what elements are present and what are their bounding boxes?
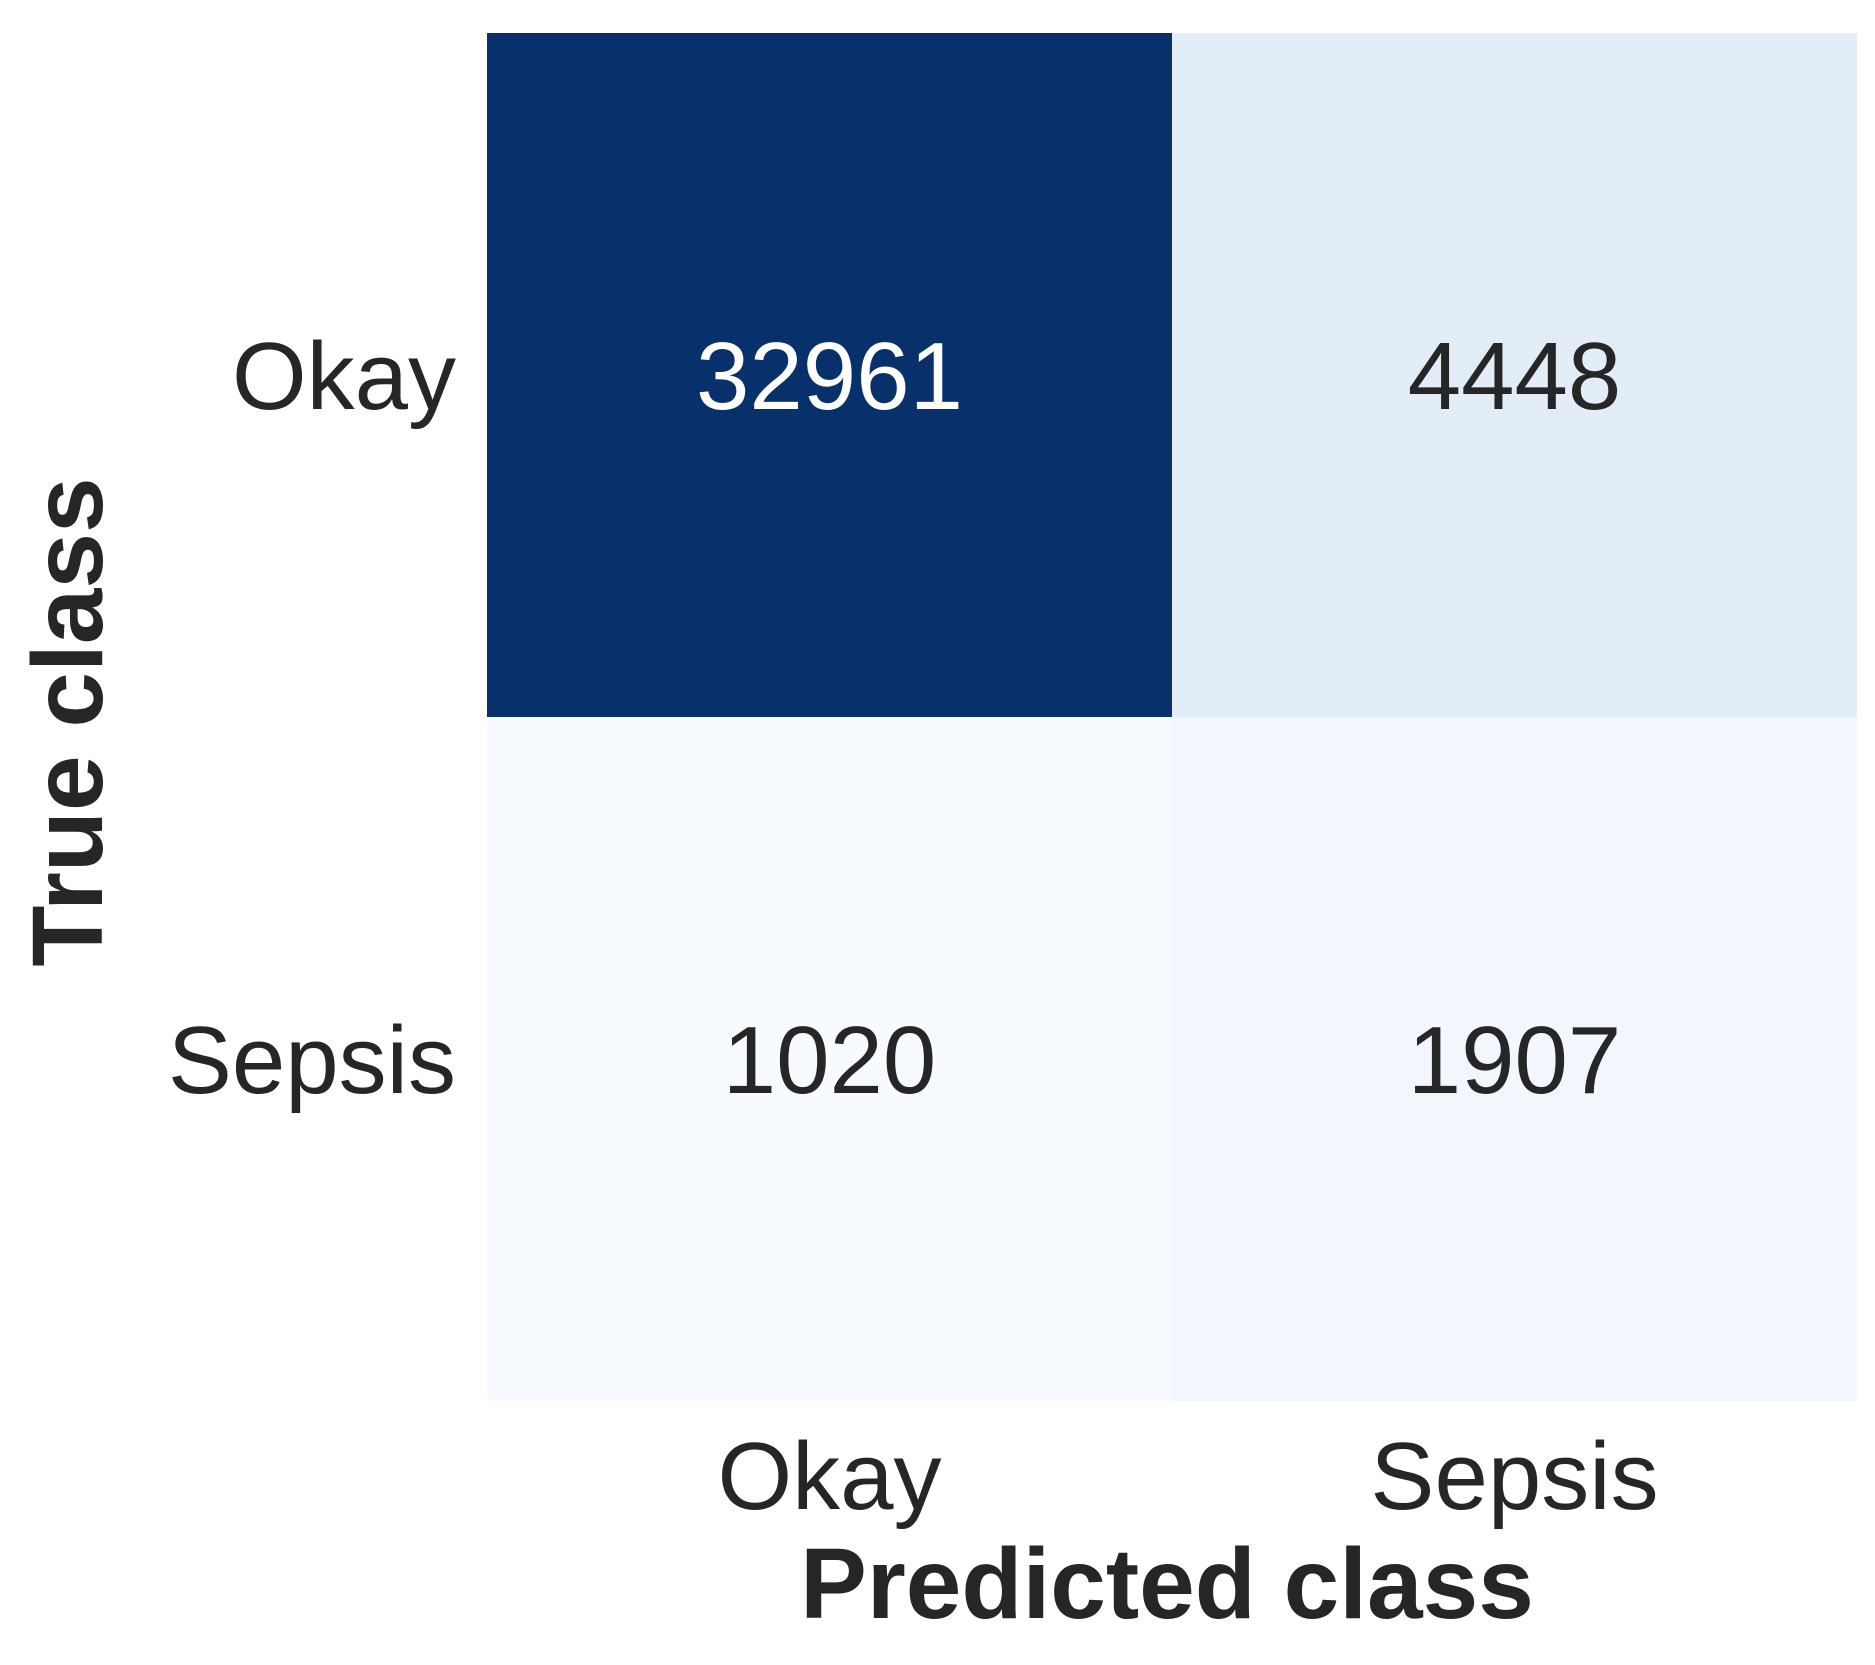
heatmap-cells	[487, 33, 1857, 1401]
x-tick-labels: Okay Sepsis	[717, 1423, 1658, 1530]
x-axis-label: Predicted class	[800, 1528, 1534, 1640]
y-tick-labels: Okay Sepsis	[168, 323, 456, 1114]
heatmap-cell-1-1	[1172, 717, 1857, 1401]
heatmap-cell-0-0	[487, 33, 1172, 717]
y-tick-label-0: Okay	[232, 323, 456, 430]
heatmap-cell-labels: 32961 4448 1020 1907	[696, 323, 1621, 1114]
cell-value-label-1-0: 1020	[723, 1007, 937, 1114]
x-tick-label-0: Okay	[717, 1423, 941, 1530]
cell-value-label-0-0: 32961	[696, 323, 963, 430]
y-axis-label: True class	[12, 477, 124, 966]
cell-value-label-0-1: 4448	[1408, 323, 1622, 430]
y-tick-label-1: Sepsis	[168, 1007, 456, 1114]
x-tick-label-1: Sepsis	[1370, 1423, 1658, 1530]
heatmap-cell-0-1	[1172, 33, 1857, 717]
heatmap-cell-1-0	[487, 717, 1172, 1401]
cell-value-label-1-1: 1907	[1408, 1007, 1622, 1114]
